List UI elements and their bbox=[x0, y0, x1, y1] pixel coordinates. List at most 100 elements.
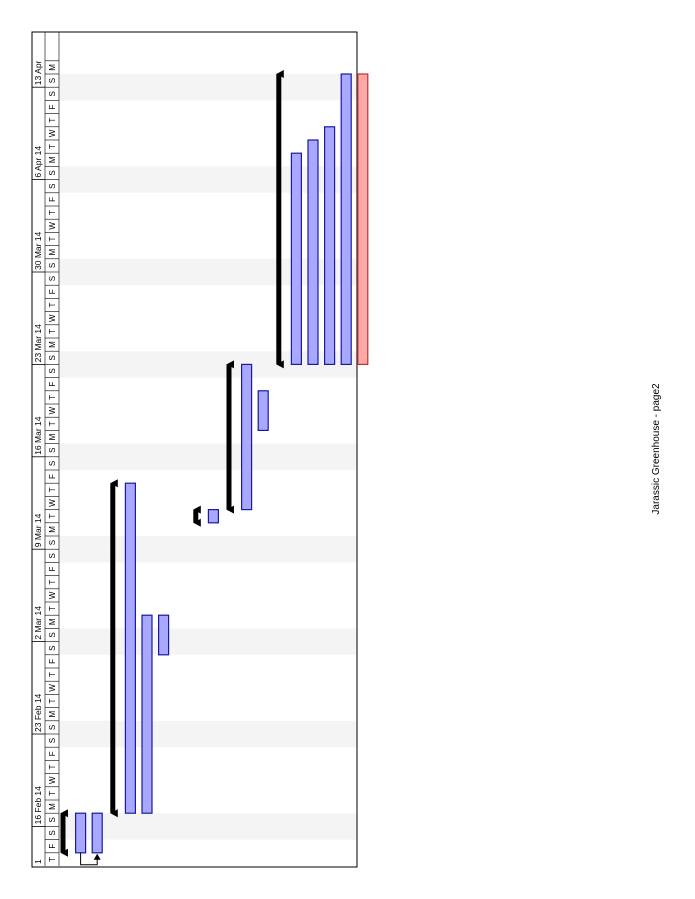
task-bar bbox=[141, 614, 153, 814]
day-letter: S bbox=[48, 276, 57, 281]
day-letter: S bbox=[48, 184, 57, 189]
weekend-band bbox=[59, 628, 357, 642]
weekend-band bbox=[59, 456, 357, 470]
day-letter: W bbox=[48, 222, 57, 230]
day-letter: T bbox=[48, 236, 57, 241]
summary-bar-cap bbox=[276, 70, 284, 78]
week-label: 13 Apr bbox=[33, 60, 43, 85]
summary-bar-body bbox=[193, 509, 199, 523]
week-label: 16 Feb 14 bbox=[33, 786, 43, 825]
day-letter: S bbox=[48, 461, 57, 466]
task-bar bbox=[290, 152, 302, 365]
summary-bar-cap bbox=[110, 479, 118, 488]
weekend-band bbox=[59, 536, 357, 550]
task-bar bbox=[158, 614, 170, 656]
week-label: 23 Feb 14 bbox=[33, 693, 43, 732]
task-bar bbox=[74, 812, 87, 854]
day-letter: S bbox=[48, 170, 57, 175]
dependency-arrowhead bbox=[93, 853, 101, 860]
critical-task-bar bbox=[357, 73, 369, 365]
day-letter: M bbox=[48, 711, 57, 718]
day-letter: S bbox=[48, 830, 57, 835]
day-letter: S bbox=[48, 355, 57, 360]
timeline-header: T F S S M T W T F S S M T W T F S S M T W T F S S M T W T F S S M T W T F S S M… bbox=[32, 32, 60, 866]
week-label: 9 Mar 14 bbox=[33, 513, 43, 547]
day-letter: W bbox=[48, 314, 57, 322]
day-letter: T bbox=[48, 421, 57, 426]
summary-bar-cap bbox=[276, 360, 284, 369]
week-label: 1 bbox=[33, 859, 43, 864]
summary-bar-cap bbox=[193, 518, 201, 527]
day-letter: T bbox=[48, 580, 57, 585]
summary-bar bbox=[276, 70, 284, 369]
summary-bar-cap bbox=[226, 360, 234, 369]
task-bar bbox=[124, 482, 137, 814]
day-letter: S bbox=[48, 553, 57, 558]
day-letter: F bbox=[48, 474, 57, 479]
day-letter: S bbox=[48, 632, 57, 637]
summary-bar bbox=[193, 505, 201, 527]
task-bar bbox=[307, 139, 319, 365]
day-letter: F bbox=[48, 104, 57, 109]
weekend-band bbox=[59, 641, 357, 655]
day-letter: T bbox=[48, 672, 57, 677]
day-letter: F bbox=[48, 659, 57, 664]
weekend-band bbox=[59, 258, 357, 272]
task-bar bbox=[324, 126, 336, 366]
summary-bar-cap bbox=[110, 809, 118, 818]
day-letter: S bbox=[48, 448, 57, 453]
day-letter: T bbox=[48, 764, 57, 769]
weekend-band bbox=[59, 364, 357, 378]
weekend-band bbox=[59, 443, 357, 457]
task-bar bbox=[257, 390, 269, 431]
day-letter: T bbox=[48, 395, 57, 400]
day-letter: S bbox=[48, 368, 57, 373]
weekend-band bbox=[59, 179, 357, 193]
summary-bar-body bbox=[226, 364, 232, 510]
task-bar bbox=[91, 812, 103, 854]
day-letter: S bbox=[48, 738, 57, 743]
day-letter: F bbox=[48, 751, 57, 756]
task-bars bbox=[60, 70, 369, 857]
task-bar bbox=[241, 363, 253, 511]
weekend-band bbox=[59, 826, 357, 840]
summary-bar-body bbox=[276, 74, 282, 365]
summary-bar bbox=[226, 360, 234, 514]
day-letter: S bbox=[48, 263, 57, 268]
day-letter: T bbox=[48, 857, 57, 862]
chart-frame bbox=[31, 31, 358, 868]
week-label: 23 Mar 14 bbox=[33, 324, 43, 363]
weekend-band bbox=[59, 87, 357, 101]
dependency-arrows bbox=[80, 852, 101, 866]
task-bar bbox=[340, 73, 352, 365]
week-label: 16 Mar 14 bbox=[33, 416, 43, 455]
day-letter: W bbox=[48, 499, 57, 507]
summary-bar bbox=[60, 809, 68, 857]
weekend-band bbox=[59, 720, 357, 734]
summary-bar-body bbox=[110, 483, 116, 814]
day-letter: W bbox=[48, 591, 57, 599]
day-letter: T bbox=[48, 514, 57, 519]
day-letter: M bbox=[48, 156, 57, 163]
day-letter: M bbox=[48, 526, 57, 533]
day-letter: T bbox=[48, 118, 57, 123]
day-letter: T bbox=[48, 144, 57, 149]
day-letter: W bbox=[48, 684, 57, 692]
day-letter: T bbox=[48, 210, 57, 215]
day-letter: F bbox=[48, 197, 57, 202]
day-letter: F bbox=[48, 289, 57, 294]
summary-bar-cap bbox=[60, 809, 68, 818]
footer-text: Jarassic Greenhouse - page2 bbox=[651, 383, 662, 515]
day-letter: F bbox=[48, 566, 57, 571]
weekend-band bbox=[59, 166, 357, 180]
day-letter: M bbox=[48, 249, 57, 256]
task-bar bbox=[207, 509, 219, 524]
day-letter: T bbox=[48, 329, 57, 334]
week-label: 30 Mar 14 bbox=[33, 231, 43, 270]
day-letter: M bbox=[48, 803, 57, 810]
day-letter: T bbox=[48, 487, 57, 492]
weekend-band bbox=[59, 734, 357, 748]
day-letter: T bbox=[48, 791, 57, 796]
weekend-band bbox=[59, 272, 357, 286]
